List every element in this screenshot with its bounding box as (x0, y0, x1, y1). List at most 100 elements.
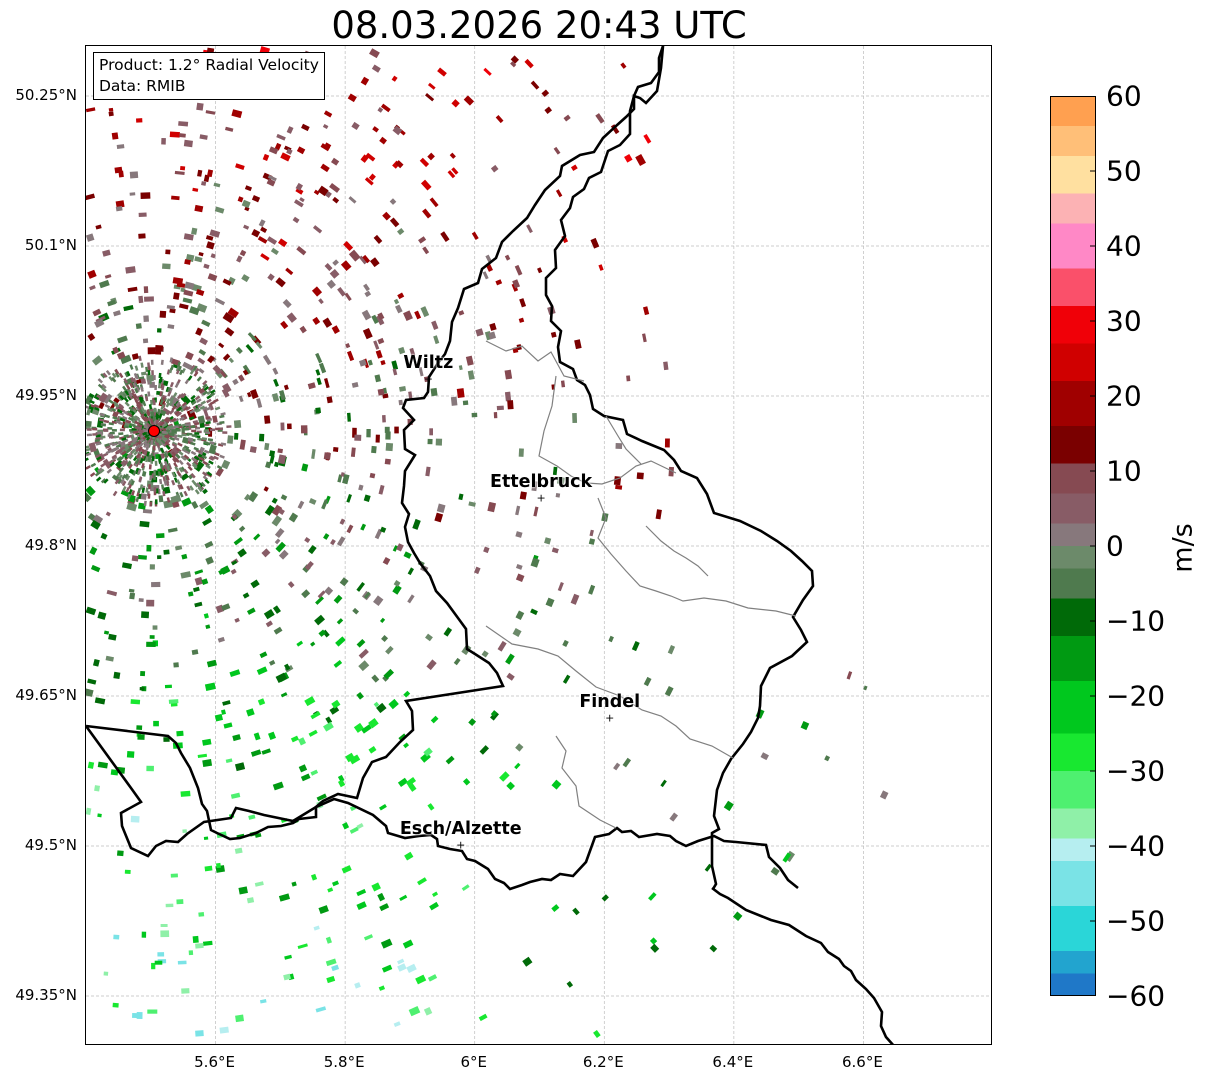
velocity-gate (292, 216, 300, 224)
velocity-gate (206, 241, 215, 250)
velocity-gate (88, 442, 97, 453)
velocity-gate (123, 377, 134, 386)
velocity-gate (280, 422, 285, 431)
velocity-gate (194, 256, 203, 263)
velocity-gate (134, 373, 139, 380)
velocity-gate (126, 461, 132, 468)
velocity-gate (157, 420, 163, 427)
velocity-gate (86, 492, 92, 503)
velocity-gate (301, 463, 309, 472)
velocity-gate (388, 698, 399, 710)
map-title: 08.03.2026 20:43 UTC (331, 4, 747, 47)
velocity-gate (179, 483, 184, 490)
velocity-gate (86, 452, 92, 457)
velocity-gate (310, 641, 316, 647)
velocity-gate (177, 960, 187, 965)
velocity-gate (557, 582, 564, 592)
velocity-gate (655, 509, 662, 520)
velocity-gate (191, 227, 198, 235)
velocity-gate (93, 403, 100, 409)
velocity-gate (163, 465, 168, 472)
velocity-gate (158, 413, 163, 419)
velocity-gate (87, 678, 97, 685)
velocity-gate (320, 163, 330, 173)
velocity-gate (134, 426, 140, 430)
velocity-gate (397, 963, 407, 972)
velocity-gate (153, 407, 157, 413)
velocity-gate (770, 866, 780, 876)
velocity-gate (113, 397, 120, 404)
radar-map[interactable] (85, 45, 992, 1045)
lon-tick-label: 6.6°E (842, 1053, 883, 1071)
velocity-gate (199, 405, 206, 410)
velocity-gate (89, 399, 95, 405)
velocity-gate (163, 416, 169, 422)
velocity-gate (86, 433, 92, 437)
lat-tick-label: 49.35°N (15, 986, 77, 1004)
velocity-gate (124, 869, 131, 874)
velocity-gate (356, 823, 364, 830)
velocity-gate (120, 354, 132, 365)
velocity-gate (417, 877, 427, 886)
velocity-gate (453, 657, 461, 666)
velocity-gate (329, 182, 340, 193)
velocity-gate (348, 196, 357, 204)
velocity-gate (371, 314, 379, 324)
velocity-gate (119, 417, 126, 422)
velocity-gate (90, 404, 97, 409)
velocity-gate (107, 460, 113, 465)
velocity-gate (137, 734, 145, 740)
velocity-gate (188, 416, 195, 421)
velocity-gate (203, 429, 210, 432)
velocity-gate (322, 317, 333, 328)
velocity-gate (143, 442, 148, 448)
velocity-gate (191, 434, 197, 438)
velocity-gate (311, 449, 316, 459)
velocity-gate (188, 306, 200, 316)
velocity-gate (380, 617, 386, 624)
velocity-gate (205, 416, 211, 420)
velocity-gate (143, 500, 147, 506)
velocity-gate (264, 504, 275, 516)
velocity-gate (382, 674, 389, 682)
velocity-gate (463, 95, 475, 106)
velocity-gate (361, 309, 372, 321)
city-label: Wiltz (403, 353, 454, 373)
velocity-gate (179, 416, 185, 421)
velocity-gate (371, 64, 381, 73)
velocity-gate (358, 648, 369, 659)
velocity-gate (183, 289, 194, 297)
velocity-gate (124, 401, 130, 407)
velocity-gate (161, 407, 171, 416)
velocity-gate (114, 368, 120, 375)
velocity-gate (139, 457, 144, 464)
velocity-gate (150, 359, 154, 365)
border-canton-3 (597, 497, 797, 617)
velocity-gate (138, 408, 144, 415)
velocity-gate (212, 415, 218, 423)
velocity-gate (214, 206, 225, 214)
velocity-gate (203, 613, 209, 619)
velocity-gate (709, 944, 718, 953)
velocity-gate (286, 148, 293, 155)
velocity-gate (135, 453, 141, 459)
velocity-gate (169, 357, 174, 363)
velocity-gate (191, 649, 199, 655)
velocity-gate (121, 474, 127, 480)
velocity-gate (192, 586, 200, 593)
velocity-gate (190, 398, 196, 404)
velocity-gate (121, 415, 128, 421)
velocity-gate (178, 459, 184, 466)
velocity-gate (116, 144, 125, 150)
velocity-gate (135, 446, 141, 453)
velocity-gate (106, 468, 112, 474)
velocity-gate (488, 331, 497, 340)
velocity-gate (269, 659, 276, 666)
velocity-gate (232, 378, 239, 386)
velocity-gate (267, 174, 277, 182)
borders (86, 46, 894, 1044)
velocity-gate (394, 426, 399, 434)
velocity-gate (137, 400, 143, 407)
velocity-gate (140, 371, 147, 376)
radar-map-canvas[interactable] (86, 46, 992, 1045)
